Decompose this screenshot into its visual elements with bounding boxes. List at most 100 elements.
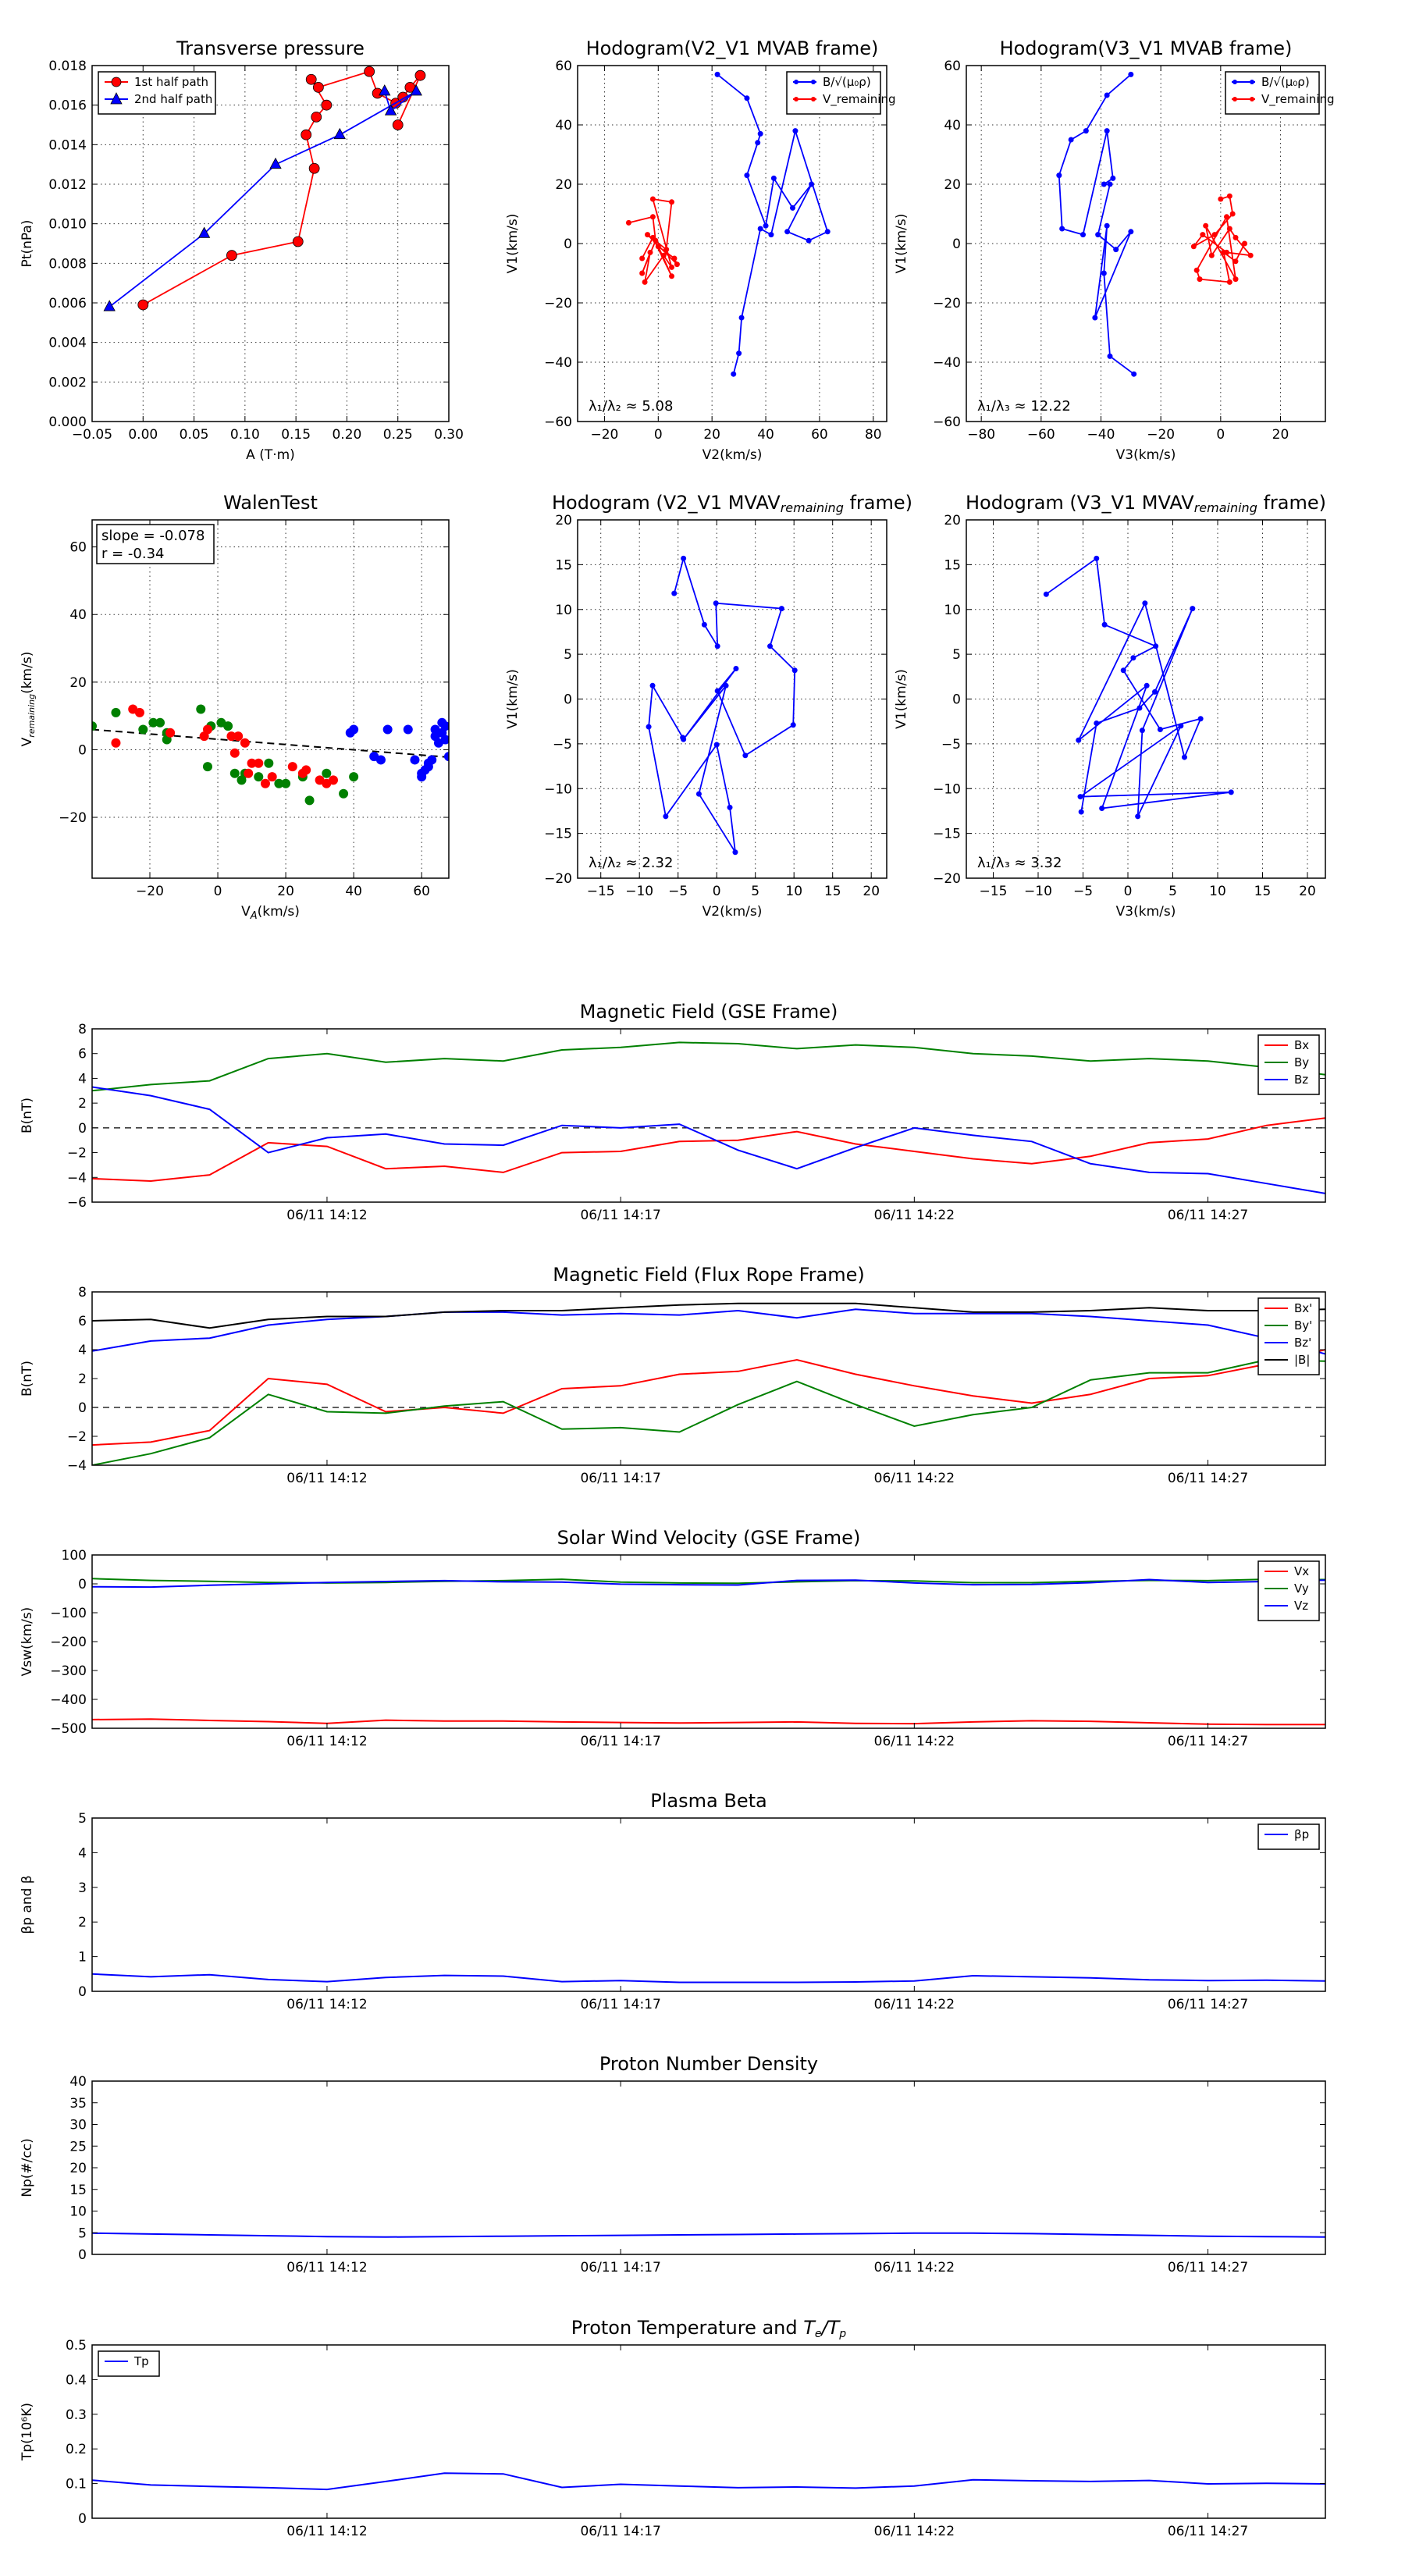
x-tick-label: −20 xyxy=(1147,427,1175,443)
chart-solar_wind_velocity: Solar Wind Velocity (GSE Frame) 06/11 14:… xyxy=(20,1527,1326,1749)
data-point xyxy=(663,247,670,253)
data-point xyxy=(714,643,720,649)
y-tick-label: −300 xyxy=(50,1663,87,1679)
x-tick-label: −20 xyxy=(136,884,164,899)
x-tick-label: −60 xyxy=(1027,427,1055,443)
data-layer xyxy=(103,66,426,311)
data-point xyxy=(229,748,240,758)
data-point xyxy=(379,84,391,96)
data-point xyxy=(809,181,815,187)
x-axis-label: A (T·m) xyxy=(246,447,295,463)
y-tick-label: 8 xyxy=(78,1022,87,1037)
data-point xyxy=(301,129,312,141)
data-point xyxy=(1157,727,1163,733)
y-tick-label: −5 xyxy=(553,737,572,753)
data-point xyxy=(1181,754,1187,760)
y-tick-label: 40 xyxy=(944,118,961,133)
data-point xyxy=(292,236,304,247)
data-point xyxy=(196,704,206,714)
axes-frame xyxy=(91,2344,1326,2519)
data-point xyxy=(642,279,648,285)
y-tick-label: −15 xyxy=(933,827,961,842)
y-tick-label: −4 xyxy=(67,1458,87,1474)
fit-line xyxy=(92,728,449,758)
legend-marker xyxy=(111,76,122,87)
y-tick-label: 0 xyxy=(78,1121,87,1137)
data-point xyxy=(414,69,426,81)
x-tick-label: 5 xyxy=(1168,884,1177,899)
series-line-V xyxy=(648,556,796,853)
data-point xyxy=(767,643,774,649)
legend-box xyxy=(98,71,216,115)
data-point xyxy=(103,300,116,311)
data-point xyxy=(312,81,324,93)
data-point xyxy=(1094,555,1100,561)
legend-label: B/√(μ₀ρ) xyxy=(1261,75,1310,89)
legend-label: Vz xyxy=(1294,1599,1308,1613)
x-tick-label: 0.05 xyxy=(180,427,209,443)
legend-label: |B| xyxy=(1294,1353,1310,1367)
data-point xyxy=(649,682,656,688)
y-tick-label: 0.3 xyxy=(66,2407,87,2423)
data-layer xyxy=(92,1973,1325,1984)
x-tick-label: −40 xyxy=(1087,427,1115,443)
data-point xyxy=(732,849,738,856)
x-tick-label: −15 xyxy=(980,884,1008,899)
data-point xyxy=(649,214,656,220)
y-tick-label: −10 xyxy=(544,781,572,797)
y-tick-label: −500 xyxy=(50,1721,87,1737)
x-tick-label: 06/11 14:22 xyxy=(874,2260,955,2275)
y-tick-label: 20 xyxy=(944,177,961,193)
x-tick-label: 20 xyxy=(703,427,720,443)
data-point xyxy=(714,71,720,77)
chart-transverse_pressure: Transverse pressure −0.05 0.00 0.05 0.10 0.15… xyxy=(20,37,464,463)
data-point xyxy=(1120,667,1126,674)
y-tick-label: 60 xyxy=(944,59,961,74)
data-point xyxy=(736,350,742,357)
y-tick-label: 0.000 xyxy=(48,415,87,430)
y-tick-label: 15 xyxy=(69,2183,87,2198)
data-point xyxy=(755,140,761,146)
data-point xyxy=(757,130,763,137)
data-point xyxy=(1080,232,1086,238)
data-point xyxy=(738,315,745,321)
y-tick-label: 20 xyxy=(555,513,572,528)
data-point xyxy=(1224,214,1229,220)
data-point xyxy=(137,299,149,311)
x-tick-label: 06/11 14:12 xyxy=(286,2260,367,2275)
data-point xyxy=(669,264,675,270)
legend-label: βp xyxy=(1294,1827,1309,1841)
legend-box xyxy=(1225,71,1320,115)
data-layer xyxy=(1056,71,1254,377)
data-point xyxy=(1076,737,1082,743)
x-tick-label: 06/11 14:17 xyxy=(580,1208,660,1223)
data-point xyxy=(792,128,799,134)
data-layer xyxy=(92,1041,1325,1194)
y-tick-label: −400 xyxy=(50,1692,87,1708)
y-tick-label: 35 xyxy=(69,2096,87,2112)
data-point xyxy=(1139,728,1145,734)
chart-title: Proton Number Density xyxy=(599,2053,818,2075)
data-point xyxy=(1078,809,1084,815)
legend-marker xyxy=(1232,97,1237,101)
data-point xyxy=(308,162,320,174)
data-point xyxy=(1068,137,1074,143)
y-tick-label: 0 xyxy=(564,692,572,708)
data-point xyxy=(403,724,413,735)
y-tick-label: −40 xyxy=(544,355,572,371)
data-point xyxy=(410,755,420,765)
data-point xyxy=(223,721,233,731)
data-point xyxy=(778,606,784,612)
x-tick-label: 06/11 14:27 xyxy=(1168,1734,1248,1749)
data-point xyxy=(733,665,739,671)
y-tick-label: 4 xyxy=(78,1845,87,1861)
data-point xyxy=(1197,276,1203,283)
data-point xyxy=(1043,591,1049,597)
data-point xyxy=(1232,276,1239,283)
data-point xyxy=(770,175,777,181)
x-tick-label: 0 xyxy=(1216,427,1225,443)
chart-hodogram_v3v1_mvav: Hodogram (V3_V1 MVAVremaining frame) −15 −… xyxy=(894,492,1326,920)
y-tick-label: 0 xyxy=(564,237,572,252)
data-point xyxy=(681,555,687,561)
